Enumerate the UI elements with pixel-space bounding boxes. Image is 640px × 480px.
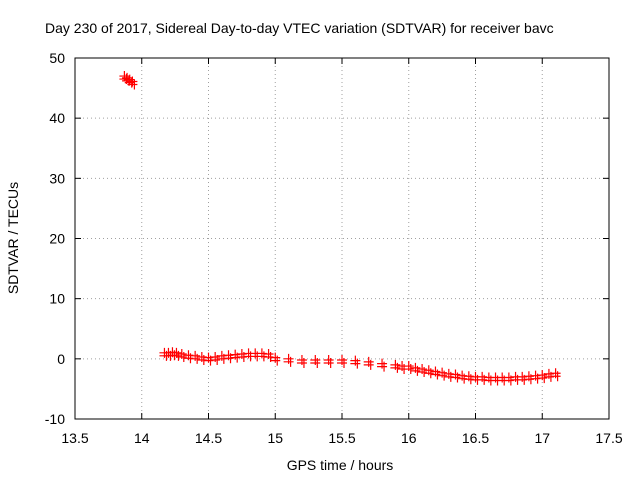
data-point <box>337 355 347 369</box>
chart-title: Day 230 of 2017, Sidereal Day-to-day VTE… <box>45 20 554 36</box>
plot-frame <box>74 57 610 420</box>
data-point <box>377 358 388 372</box>
data-point <box>537 370 548 384</box>
data-point <box>171 347 182 361</box>
x-tick-label: 17.5 <box>595 430 622 446</box>
data-point <box>296 355 307 369</box>
data-point <box>127 76 138 90</box>
data-point <box>196 352 207 366</box>
data-point <box>517 371 528 385</box>
data-point <box>283 353 294 367</box>
data-point <box>210 352 221 366</box>
data-point <box>423 365 434 379</box>
data-point <box>124 74 135 88</box>
data-point <box>523 371 534 385</box>
data-point <box>497 372 508 386</box>
y-tick-label: 20 <box>49 231 65 247</box>
x-tick-label: 16.5 <box>462 430 489 446</box>
data-point <box>119 71 130 85</box>
data-point <box>363 356 374 370</box>
x-tick-label: 14 <box>134 430 150 446</box>
data-point <box>256 348 267 362</box>
data-point <box>503 372 514 386</box>
data-point <box>543 368 554 382</box>
data-point <box>176 349 187 363</box>
y-tick-label: -10 <box>45 411 65 427</box>
grid <box>75 58 609 419</box>
data-point <box>437 367 448 381</box>
x-tick-label: 15 <box>267 430 283 446</box>
data-point <box>417 364 428 378</box>
y-tick-label: 50 <box>49 50 65 66</box>
data-point <box>430 366 441 380</box>
data-point <box>450 369 461 383</box>
x-tick-label: 16 <box>401 430 417 446</box>
data-point <box>510 371 521 385</box>
data-point <box>122 72 133 86</box>
x-tick-label: 13.5 <box>61 430 88 446</box>
data-point <box>530 370 541 384</box>
data-point <box>310 355 321 369</box>
data-point <box>483 372 494 386</box>
data-point <box>457 370 468 384</box>
data-point <box>463 371 474 385</box>
y-tick-label: 0 <box>57 351 65 367</box>
y-tick-label: 40 <box>49 110 65 126</box>
y-axis-label: SDTVAR / TECUs <box>5 182 21 294</box>
y-tick-label: 30 <box>49 170 65 186</box>
data-point <box>410 362 421 376</box>
data-point <box>403 361 414 375</box>
axis-ticks: 13.5 14 14.5 15 15.5 16 16.5 17 17.5 -10 0 10 20 30 40… <box>45 50 623 446</box>
data-point <box>183 350 194 364</box>
x-tick-label: 15.5 <box>328 430 355 446</box>
data-point <box>190 350 201 364</box>
x-tick-label: 17 <box>534 430 550 446</box>
data-point <box>443 368 454 382</box>
data-point <box>250 348 261 362</box>
data-point <box>230 349 241 363</box>
data-point <box>236 349 247 363</box>
x-tick-label: 14.5 <box>195 430 222 446</box>
data-point <box>323 355 334 369</box>
data-point <box>243 348 254 362</box>
y-tick-label: 10 <box>49 291 65 307</box>
data-point <box>490 372 501 386</box>
data-point <box>550 368 561 382</box>
data-point <box>223 350 234 364</box>
x-axis-label: GPS time / hours <box>287 457 394 473</box>
data-point <box>477 371 488 385</box>
data-series-sdtvar <box>119 71 561 386</box>
data-point <box>390 359 401 373</box>
data-point <box>350 355 361 369</box>
data-point <box>270 352 281 366</box>
